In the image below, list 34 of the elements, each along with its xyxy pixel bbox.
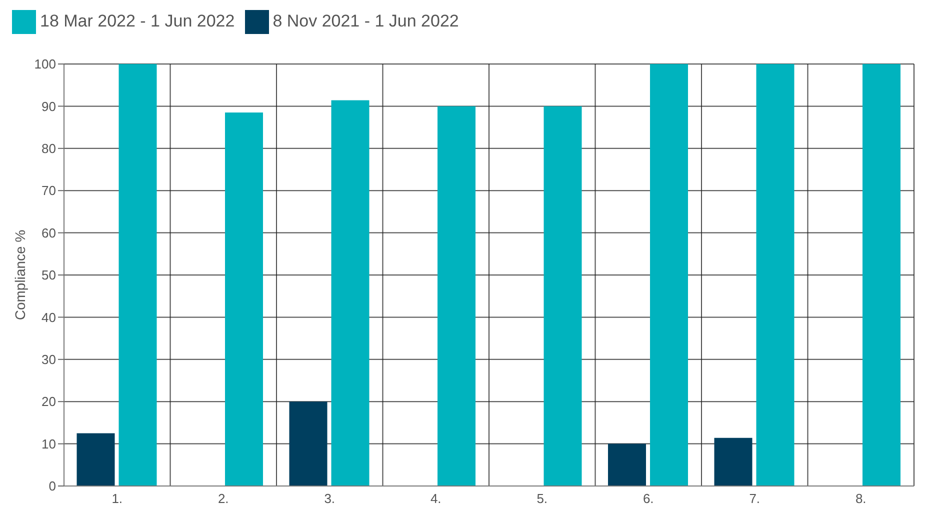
- y-tick-label: 20: [42, 394, 56, 410]
- bar: [331, 100, 370, 486]
- x-tick-label: 1.: [112, 491, 123, 506]
- y-tick-label: 50: [42, 268, 56, 283]
- x-tick-label: 2.: [218, 491, 229, 506]
- y-tick-label: 10: [42, 436, 56, 452]
- x-tick-label: 3.: [324, 491, 336, 506]
- y-tick-label: 0: [48, 478, 56, 494]
- y-tick-label: 90: [42, 98, 56, 114]
- bar: [862, 64, 900, 486]
- bar: [76, 433, 115, 486]
- legend-label: 8 Nov 2021 - 1 Jun 2022: [272, 11, 459, 30]
- y-tick-label: 40: [42, 310, 56, 325]
- bar: [438, 106, 476, 486]
- bar: [756, 64, 794, 486]
- bar: [650, 64, 688, 486]
- y-tick-label: 60: [42, 225, 56, 240]
- x-tick-label: 5.: [536, 491, 548, 506]
- x-tick-label: 8.: [855, 491, 866, 506]
- bar: [225, 112, 263, 486]
- bar: [289, 402, 328, 486]
- bar: [118, 64, 157, 486]
- y-tick-label: 80: [42, 141, 56, 156]
- y-tick-label: 100: [34, 56, 56, 72]
- bar: [544, 106, 582, 486]
- y-tick-label: 70: [42, 183, 56, 198]
- x-tick-label: 6.: [642, 491, 654, 506]
- y-tick-label: 30: [42, 352, 56, 368]
- bar: [714, 438, 752, 486]
- legend-label: 18 Mar 2022 - 1 Jun 2022: [40, 11, 235, 30]
- bar: [608, 444, 646, 486]
- y-axis-title: Compliance %: [12, 230, 28, 320]
- x-tick-label: 7.: [749, 491, 760, 506]
- x-tick-label: 4.: [430, 491, 442, 506]
